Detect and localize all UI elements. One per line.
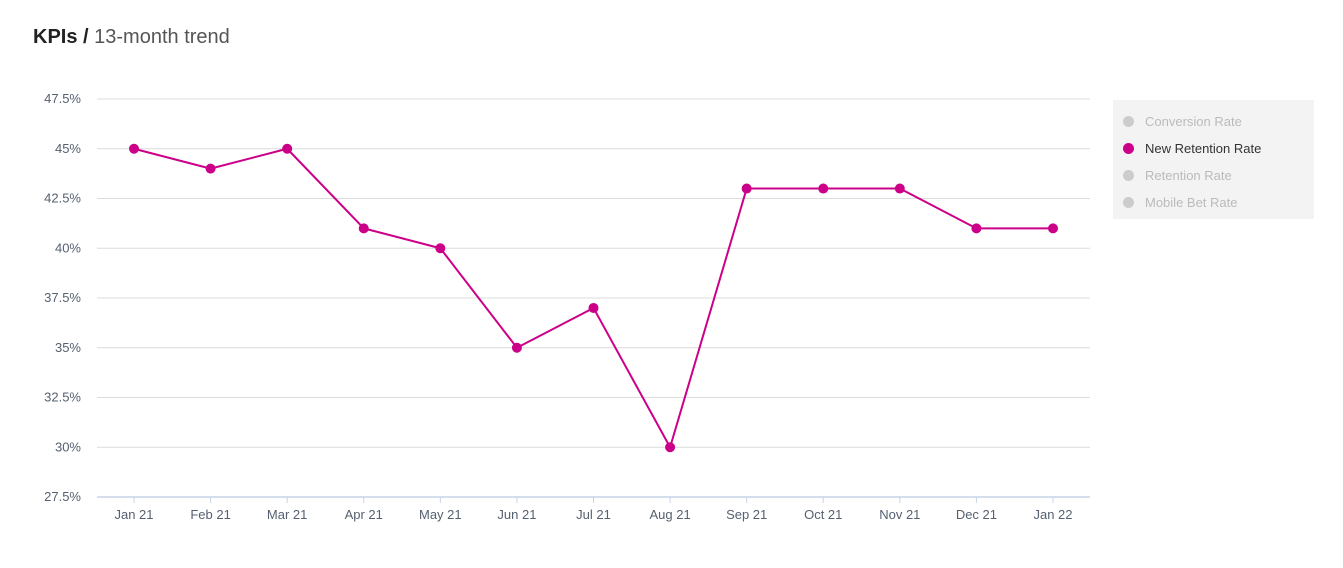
- legend-dot-icon: [1123, 170, 1134, 181]
- data-point: [129, 143, 139, 154]
- data-point: [358, 223, 369, 234]
- y-tick-label: 30%: [55, 439, 81, 454]
- data-point: [665, 442, 676, 453]
- legend-item-new-retention-rate[interactable]: New Retention Rate: [1113, 135, 1314, 162]
- y-axis-ticks: 27.5% 30% 32.5% 35% 37.5% 40% 42.5% 45% 47.5%: [44, 91, 81, 504]
- data-point: [971, 223, 982, 234]
- legend-label: Mobile Bet Rate: [1145, 195, 1238, 210]
- legend-item-mobile-bet-rate[interactable]: Mobile Bet Rate: [1113, 189, 1314, 216]
- data-point: [205, 163, 216, 174]
- data-point: [1048, 223, 1058, 234]
- legend-label: New Retention Rate: [1145, 141, 1262, 156]
- y-tick-label: 42.5%: [44, 191, 81, 206]
- legend-item-retention-rate[interactable]: Retention Rate: [1113, 162, 1314, 189]
- x-tick-label: Jan 22: [1033, 507, 1072, 522]
- x-tick-label: Jun 21: [497, 507, 536, 522]
- y-tick-label: 40%: [55, 240, 81, 255]
- page-title: KPIs / 13-month trend: [33, 26, 230, 49]
- legend-item-conversion-rate[interactable]: Conversion Rate: [1113, 108, 1314, 135]
- x-tick-label: May 21: [419, 507, 462, 522]
- x-tick-label: Oct 21: [804, 507, 842, 522]
- legend-label: Conversion Rate: [1145, 114, 1242, 129]
- y-tick-label: 32.5%: [44, 390, 81, 405]
- data-point: [588, 302, 599, 313]
- data-point: [511, 342, 522, 353]
- y-tick-label: 47.5%: [44, 91, 81, 106]
- data-point: [741, 183, 752, 194]
- title-kpis: KPIs /: [33, 26, 89, 48]
- x-tick-label: Aug 21: [649, 507, 690, 522]
- data-point: [282, 143, 293, 154]
- legend-dot-icon: [1123, 143, 1134, 154]
- x-tick-label: Jan 21: [114, 507, 153, 522]
- x-tick-label: Mar 21: [267, 507, 307, 522]
- data-point: [435, 243, 446, 254]
- x-tick-label: Dec 21: [956, 507, 997, 522]
- y-tick-label: 27.5%: [44, 489, 81, 504]
- title-subtitle: 13-month trend: [94, 26, 230, 48]
- legend-label: Retention Rate: [1145, 168, 1232, 183]
- legend: Conversion Rate New Retention Rate Reten…: [1113, 100, 1314, 219]
- legend-dot-icon: [1123, 116, 1134, 127]
- series-new-retention-rate: [129, 143, 1058, 453]
- y-tick-label: 37.5%: [44, 290, 81, 305]
- legend-dot-icon: [1123, 197, 1134, 208]
- grid-lines: [97, 98, 1090, 448]
- x-tick-label: Nov 21: [879, 507, 920, 522]
- data-point: [894, 183, 905, 194]
- x-tick-label: Feb 21: [190, 507, 230, 522]
- x-tick-label: Apr 21: [345, 507, 383, 522]
- y-tick-label: 35%: [55, 340, 81, 355]
- data-point: [818, 183, 829, 194]
- x-tick-label: Jul 21: [576, 507, 611, 522]
- x-tick-label: Sep 21: [726, 507, 767, 522]
- y-tick-label: 45%: [55, 141, 81, 156]
- x-axis: Jan 21 Feb 21 Mar 21 Apr 21 May 21 Jun 21 Jul …: [97, 496, 1090, 522]
